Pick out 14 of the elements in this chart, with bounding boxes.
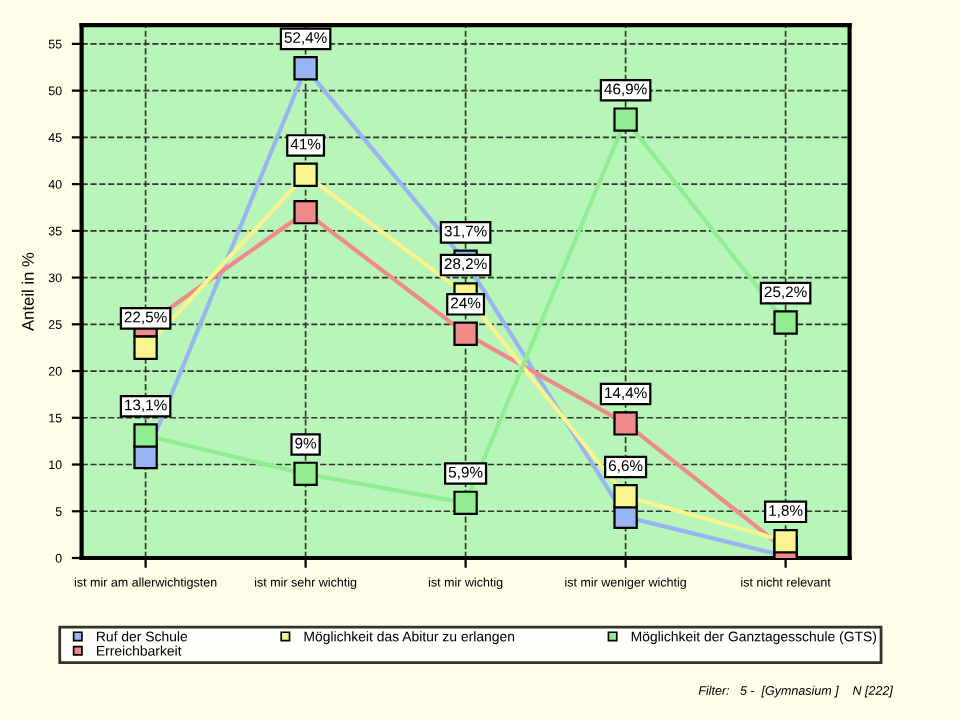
- point: [773, 528, 798, 554]
- point: [453, 321, 478, 346]
- point: [293, 461, 318, 487]
- point: [133, 335, 158, 360]
- point: [453, 490, 478, 516]
- point: [613, 484, 638, 509]
- point: [613, 107, 638, 132]
- point: [293, 199, 318, 225]
- point: [293, 162, 318, 187]
- y-axis-title: Anteil in %: [21, 252, 34, 331]
- point: [293, 55, 318, 81]
- point: [133, 423, 158, 448]
- point: [613, 411, 638, 436]
- point: [773, 310, 798, 335]
